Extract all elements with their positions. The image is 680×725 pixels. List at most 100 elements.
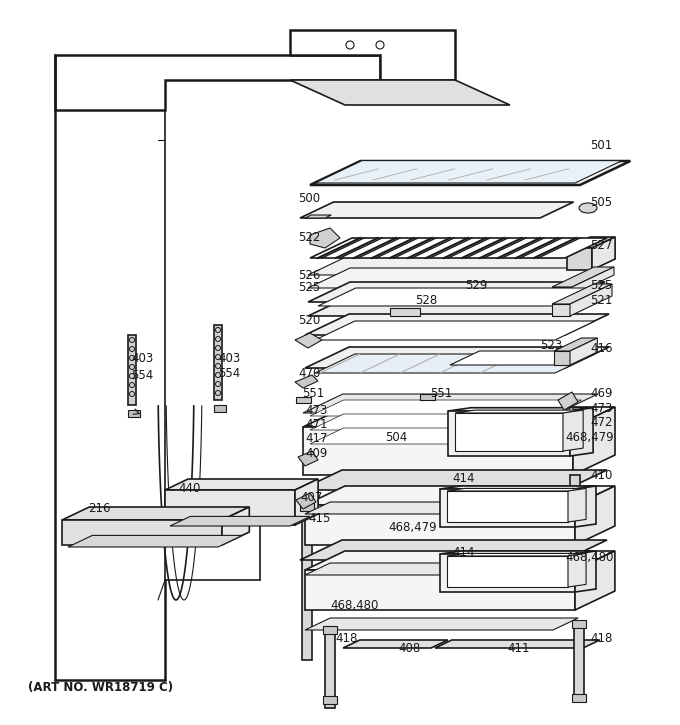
Polygon shape	[296, 493, 316, 509]
Polygon shape	[435, 640, 600, 648]
Text: 417: 417	[305, 431, 328, 444]
Polygon shape	[440, 551, 596, 554]
Polygon shape	[295, 375, 318, 388]
Text: 415: 415	[308, 512, 330, 524]
Bar	[568, 565, 582, 573]
Bar	[325, 628, 335, 708]
Text: 468,479: 468,479	[388, 521, 437, 534]
Polygon shape	[305, 486, 615, 505]
Polygon shape	[573, 407, 615, 475]
Polygon shape	[575, 551, 596, 592]
Bar	[420, 394, 435, 400]
Polygon shape	[455, 410, 583, 413]
Polygon shape	[558, 420, 578, 438]
Polygon shape	[315, 321, 595, 340]
Text: 468,480: 468,480	[330, 599, 378, 611]
Polygon shape	[303, 427, 573, 475]
Text: 416: 416	[590, 341, 613, 355]
Text: 473: 473	[305, 404, 327, 416]
Polygon shape	[62, 520, 222, 545]
Polygon shape	[592, 237, 615, 270]
Polygon shape	[303, 407, 615, 427]
Polygon shape	[440, 489, 575, 527]
Text: 472: 472	[590, 415, 613, 428]
Bar	[574, 622, 584, 702]
Bar	[572, 620, 586, 628]
Polygon shape	[570, 284, 612, 316]
Polygon shape	[300, 202, 574, 218]
Text: 468,480: 468,480	[565, 552, 613, 565]
Text: (ART NO. WR18719 C): (ART NO. WR18719 C)	[28, 682, 173, 695]
Polygon shape	[343, 640, 448, 648]
Text: 470: 470	[298, 367, 320, 379]
Text: 471: 471	[305, 418, 328, 431]
Ellipse shape	[579, 203, 597, 213]
Polygon shape	[575, 551, 615, 610]
Text: 418: 418	[335, 631, 358, 645]
Text: 216: 216	[88, 502, 110, 515]
Polygon shape	[447, 491, 568, 522]
Bar	[390, 308, 420, 316]
Polygon shape	[305, 502, 578, 514]
Polygon shape	[55, 55, 380, 110]
Text: 414: 414	[452, 471, 475, 484]
Polygon shape	[450, 351, 594, 365]
Polygon shape	[305, 618, 578, 630]
Text: 410: 410	[590, 468, 613, 481]
Polygon shape	[575, 486, 615, 545]
Bar	[572, 694, 586, 702]
Polygon shape	[165, 490, 295, 525]
Polygon shape	[305, 551, 615, 570]
Polygon shape	[552, 284, 612, 304]
Polygon shape	[570, 338, 597, 365]
Text: 526: 526	[298, 268, 320, 281]
Polygon shape	[310, 400, 581, 416]
Polygon shape	[568, 489, 586, 522]
Polygon shape	[558, 392, 578, 410]
Text: 504: 504	[385, 431, 407, 444]
Polygon shape	[170, 516, 310, 526]
Polygon shape	[165, 504, 273, 510]
Polygon shape	[552, 287, 572, 295]
Polygon shape	[303, 408, 598, 427]
Polygon shape	[305, 347, 609, 368]
Polygon shape	[310, 161, 630, 185]
Polygon shape	[308, 282, 605, 302]
Bar	[570, 475, 580, 605]
Text: 468,479: 468,479	[565, 431, 613, 444]
Polygon shape	[310, 238, 607, 258]
Polygon shape	[448, 407, 593, 411]
Text: 414: 414	[452, 545, 475, 558]
Text: 523: 523	[540, 339, 562, 352]
Polygon shape	[62, 507, 250, 520]
Polygon shape	[305, 505, 575, 545]
Text: 501: 501	[590, 138, 612, 152]
Text: 525: 525	[298, 281, 320, 294]
Bar	[300, 503, 314, 511]
Text: 505: 505	[590, 196, 612, 209]
Polygon shape	[572, 267, 614, 295]
Polygon shape	[300, 470, 607, 490]
Polygon shape	[567, 248, 592, 270]
Polygon shape	[552, 304, 570, 316]
Text: 403: 403	[218, 352, 240, 365]
Polygon shape	[558, 407, 578, 425]
Text: 418: 418	[590, 631, 613, 645]
Bar	[323, 626, 337, 634]
Polygon shape	[567, 237, 615, 248]
Text: 525: 525	[590, 278, 612, 291]
Polygon shape	[570, 407, 593, 456]
Polygon shape	[568, 553, 586, 587]
Polygon shape	[305, 314, 609, 335]
Polygon shape	[308, 255, 608, 275]
Polygon shape	[447, 489, 586, 491]
Text: 440: 440	[178, 481, 201, 494]
Polygon shape	[310, 414, 581, 430]
Text: 520: 520	[298, 313, 320, 326]
Polygon shape	[305, 563, 578, 575]
Polygon shape	[554, 338, 597, 351]
Polygon shape	[552, 267, 614, 287]
Text: 403: 403	[131, 352, 153, 365]
Text: 529: 529	[465, 278, 488, 291]
Polygon shape	[447, 556, 568, 587]
